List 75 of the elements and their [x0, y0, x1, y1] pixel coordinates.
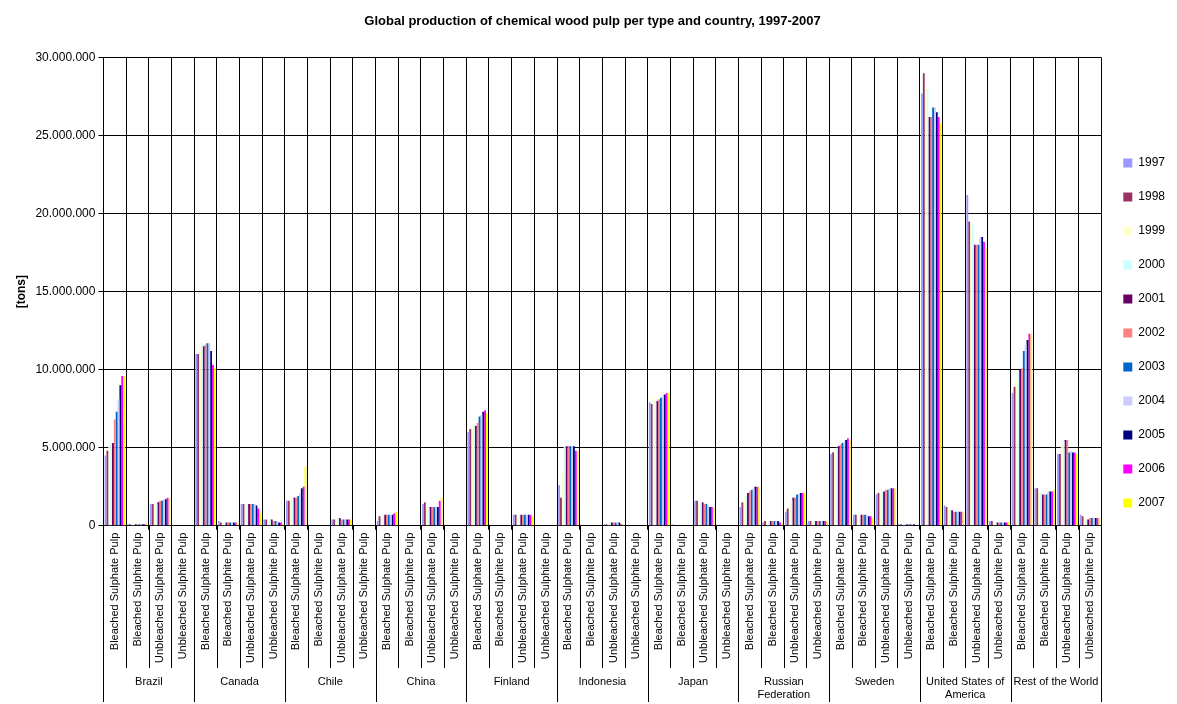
text: Sweden [854, 674, 895, 687]
x-tick-label: Bleached Sulphite Pulp [856, 532, 869, 647]
y-tick-label: 25.000.000 [35, 127, 96, 142]
y-axis-title: [tons] [13, 275, 28, 309]
x-tick-label: Bleached Sulphite Pulp [493, 532, 506, 647]
x-tick-label: Bleached Sulphite Pulp [1037, 532, 1050, 647]
x-tick-label: Unbleached Sulphate Pulp [606, 532, 619, 663]
legend-label: 2007 [1138, 495, 1166, 510]
x-tick-label: Unbleached Sulphite Pulp [901, 532, 914, 660]
text: Japan [678, 674, 709, 687]
x-tick-label: Bleached Sulphate Pulp [1014, 532, 1027, 651]
text: Chile [317, 674, 343, 687]
x-tick-label: Bleached Sulphite Pulp [221, 532, 234, 647]
x-tick-label: Unbleached Sulphite Pulp [629, 532, 642, 660]
x-tick-label: Unbleached Sulphite Pulp [810, 532, 823, 660]
legend-label: 2005 [1138, 427, 1166, 442]
text: China [406, 674, 437, 687]
x-tick-label: Bleached Sulphate Pulp [652, 532, 665, 651]
x-tick-label: Bleached Sulphite Pulp [674, 532, 687, 647]
x-tick-label: Unbleached Sulphite Pulp [992, 532, 1005, 660]
x-tick-label: Bleached Sulphite Pulp [402, 532, 415, 647]
x-tick-label: Unbleached Sulphite Pulp [1083, 532, 1095, 660]
y-tick-label: 10.000.000 [35, 362, 96, 376]
legend-label: 2001 [1138, 291, 1166, 306]
legend-label: 2003 [1138, 359, 1166, 374]
legend-label: 2004 [1138, 393, 1166, 408]
y-tick-label: 0 [88, 518, 96, 533]
x-tick-label: Unbleached Sulphite Pulp [266, 532, 279, 660]
legend-label: 1999 [1138, 223, 1166, 238]
x-tick-label: Unbleached Sulphate Pulp [969, 532, 982, 663]
x-tick-label: Unbleached Sulphite Pulp [538, 532, 551, 660]
x-tick-label: Bleached Sulphite Pulp [765, 532, 778, 647]
x-tick-label: Unbleached Sulphite Pulp [175, 532, 188, 660]
x-tick-label: Bleached Sulphate Pulp [379, 532, 392, 651]
x-tick-label: Bleached Sulphate Pulp [833, 532, 846, 651]
y-tick-label: 15.000.000 [35, 283, 96, 298]
legend-label: 2006 [1138, 461, 1166, 476]
legend-label: 2002 [1138, 325, 1166, 340]
x-tick-label: Bleached Sulphate Pulp [470, 532, 483, 651]
x-tick-label: Unbleached Sulphate Pulp [878, 532, 891, 663]
text: Canada [220, 674, 260, 687]
x-tick-label: Bleached Sulphate Pulp [289, 532, 302, 651]
chart-title: Global production of chemical wood pulp per type and country, 1997-2007 [364, 13, 821, 29]
x-tick-label: Bleached Sulphite Pulp [946, 532, 959, 647]
text: Finland [493, 674, 530, 687]
x-tick-label: Unbleached Sulphate Pulp [788, 532, 801, 663]
x-tick-label: Unbleached Sulphate Pulp [243, 532, 256, 663]
x-tick-label: Unbleached Sulphite Pulp [448, 532, 460, 660]
text: United States of America [926, 674, 1006, 700]
legend-label: 2000 [1138, 257, 1166, 272]
legend-label: 1997 [1138, 155, 1166, 170]
y-tick-label: 30.000.000 [35, 49, 96, 64]
x-tick-label: Bleached Sulphate Pulp [742, 532, 755, 651]
x-tick-label: Unbleached Sulphate Pulp [1060, 532, 1073, 663]
text: Brazil [135, 674, 163, 687]
x-tick-label: Bleached Sulphite Pulp [130, 532, 143, 647]
x-tick-label: Bleached Sulphite Pulp [311, 532, 324, 647]
x-tick-label: Unbleached Sulphate Pulp [425, 532, 438, 663]
x-tick-label: Bleached Sulphate Pulp [561, 532, 574, 651]
text: Russian Federation [757, 674, 811, 700]
y-tick-label: 5.000.000 [42, 440, 96, 455]
x-tick-label: Unbleached Sulphite Pulp [720, 532, 733, 660]
x-tick-label: Bleached Sulphate Pulp [107, 532, 120, 651]
y-tick-label: 20.000.000 [35, 205, 96, 220]
x-tick-label: Unbleached Sulphate Pulp [516, 532, 529, 663]
x-tick-label: Unbleached Sulphate Pulp [697, 532, 710, 663]
text: Rest of the World [1013, 674, 1099, 687]
x-tick-label: Unbleached Sulphate Pulp [334, 532, 347, 663]
x-tick-label: Unbleached Sulphate Pulp [153, 532, 166, 663]
legend-label: 1998 [1138, 189, 1166, 204]
x-tick-label: Bleached Sulphite Pulp [584, 532, 597, 647]
x-tick-label: Bleached Sulphate Pulp [198, 532, 211, 651]
x-tick-label: Bleached Sulphate Pulp [924, 532, 937, 651]
text: Indonesia [578, 674, 628, 687]
x-tick-label: Unbleached Sulphite Pulp [357, 532, 370, 660]
